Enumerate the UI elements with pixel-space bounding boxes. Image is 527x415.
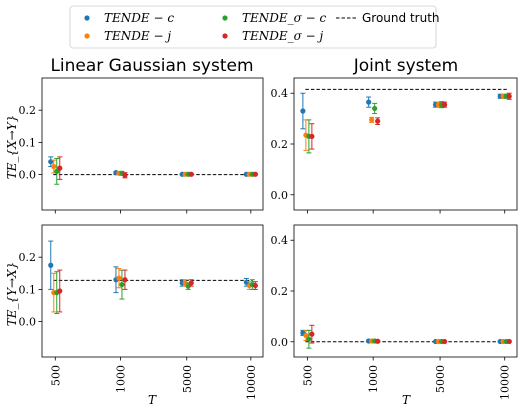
- data-point: [188, 280, 194, 286]
- legend-marker-icon: [84, 33, 90, 39]
- data-point: [309, 331, 315, 337]
- data-point: [372, 105, 378, 112]
- data-point: [116, 275, 122, 281]
- y-tick-label: 0.4: [271, 87, 289, 100]
- data-point: [506, 338, 512, 345]
- ylabel-te-xy: TE_{X→Y}: [5, 115, 19, 180]
- y-tick-label: 0.1: [19, 283, 37, 296]
- data-point: [122, 172, 128, 178]
- legend-label: TENDE_σ − c: [242, 11, 327, 25]
- data-point: [303, 332, 309, 339]
- ylabel-te-yx: TE_{Y→X}: [5, 262, 19, 327]
- panel-title-joint: Joint system: [353, 56, 458, 76]
- plot-frame: [41, 224, 264, 358]
- y-tick-label: 0.0: [19, 316, 37, 329]
- plot-frame: [41, 77, 264, 211]
- legend-entry: TENDE_σ − c: [222, 11, 327, 25]
- y-tick-label: 0.2: [19, 104, 37, 117]
- data-point: [369, 117, 375, 123]
- x-tick-label: 1000: [114, 365, 127, 393]
- panel-2: 0.0 0.2 0.4: [271, 77, 518, 214]
- data-point: [506, 93, 512, 99]
- plot-frame: [293, 224, 518, 358]
- data-point: [366, 99, 372, 105]
- data-point: [441, 338, 448, 345]
- y-tick-label: 0.0: [271, 336, 289, 349]
- data-point: [375, 338, 381, 344]
- x-tick-label: 10000: [245, 365, 258, 400]
- data-point: [51, 163, 57, 170]
- data-point: [309, 133, 315, 139]
- legend-marker-icon: [84, 15, 90, 21]
- x-tick-label: 500: [49, 365, 62, 386]
- legend-box: [69, 5, 437, 49]
- data-point: [188, 171, 194, 177]
- data-point: [375, 118, 381, 124]
- data-point: [119, 281, 125, 288]
- legend-marker-icon: [222, 15, 228, 21]
- x-tick-label: 1000: [367, 365, 380, 393]
- data-point: [57, 288, 63, 294]
- y-tick-label: 0.2: [271, 138, 289, 151]
- data-point: [306, 336, 312, 342]
- legend-entry: TENDE_σ − j: [222, 29, 324, 43]
- y-tick-label: 0.1: [19, 136, 37, 149]
- y-tick-label: 0.2: [271, 285, 289, 298]
- panel-title-linear: Linear Gaussian system: [50, 56, 253, 76]
- legend-entry: TENDE − j: [84, 29, 171, 43]
- legend-label: TENDE_σ − j: [242, 29, 324, 43]
- panel-1: 0.0 0.1 0.2: [19, 77, 264, 214]
- y-tick-label: 0.4: [271, 234, 289, 247]
- data-point: [441, 102, 448, 108]
- data-point: [57, 165, 63, 171]
- legend-label: TENDE − j: [104, 29, 171, 43]
- x-tick-label: 500: [301, 365, 314, 386]
- panel-3: 0.0 0.1 0.2 500 1000 5000 10000: [19, 224, 264, 400]
- data-point: [122, 277, 128, 283]
- legend-label: TENDE − c: [104, 11, 174, 25]
- data-point: [48, 262, 54, 268]
- xlabel-left: T: [148, 393, 157, 407]
- y-tick-label: 0.0: [19, 169, 37, 182]
- xlabel-right: T: [402, 393, 411, 407]
- data-point: [300, 108, 306, 114]
- x-tick-label: 5000: [434, 365, 447, 393]
- data-point: [252, 171, 258, 177]
- x-tick-label: 10000: [499, 365, 512, 400]
- legend: TENDE − c TENDE − j TENDE_σ − c TENDE_σ − j…: [69, 5, 440, 49]
- legend-entry: Ground truth: [336, 11, 440, 25]
- plot-frame: [293, 77, 518, 211]
- legend-marker-icon: [222, 33, 228, 39]
- data-point: [252, 282, 258, 289]
- panel-4: 0.0 0.2 0.4 500 1000 5000 10000: [271, 224, 518, 400]
- y-tick-label: 0.2: [19, 251, 37, 264]
- x-tick-label: 5000: [181, 365, 194, 393]
- legend-label: Ground truth: [362, 11, 440, 25]
- y-tick-label: 0.0: [271, 189, 289, 202]
- legend-entry: TENDE − c: [84, 11, 174, 25]
